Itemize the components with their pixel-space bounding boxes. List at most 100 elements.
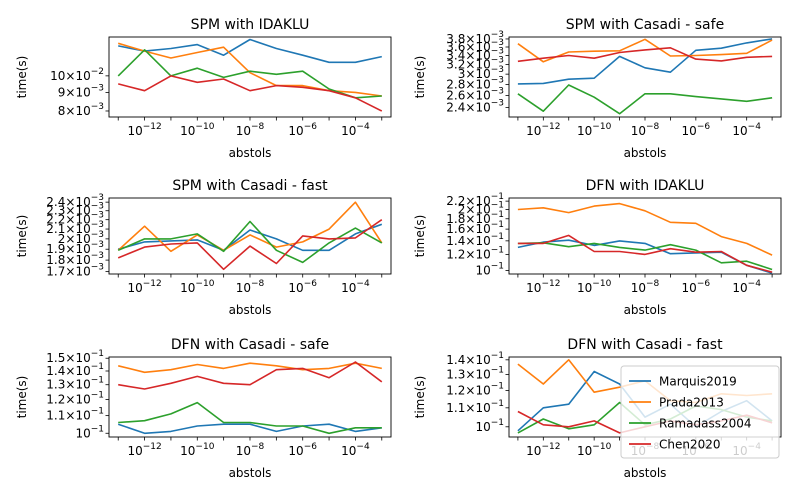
series-line-marquis2019 (117, 223, 383, 252)
x-tick-label: 10−10 (180, 442, 215, 458)
x-tick-label: 10−10 (577, 279, 612, 295)
series-line-marquis2019 (117, 423, 382, 435)
y-tick-label: 1.1×10−1 (446, 399, 504, 415)
series-line-chen2020 (118, 75, 383, 112)
legend-label: Marquis2019 (659, 375, 737, 389)
series-line-prada2013 (517, 202, 773, 256)
y-tick-label: 9×10−3 (58, 83, 104, 99)
y-tick-label: 1.2×10−1 (446, 245, 504, 261)
x-axis-label: abstols (229, 146, 272, 160)
x-tick-label: 10−6 (682, 122, 711, 138)
y-tick-label: 8×10−3 (58, 102, 104, 118)
y-tick-label: 1.8×10−1 (446, 210, 504, 226)
x-tick-label: 10−6 (288, 442, 317, 458)
y-tick-label: 1.9×10−3 (46, 240, 104, 256)
x-tick-label: 10−10 (577, 442, 612, 458)
y-tick-label: 2.4×10−3 (46, 193, 104, 209)
x-tick-label: 10−8 (631, 122, 660, 138)
y-tick-label: 1.8×10−3 (46, 251, 104, 267)
y-tick-label: 3.8×10−3 (446, 30, 504, 46)
y-tick-label: 2.6×10−3 (446, 86, 504, 102)
x-tick-label: 10−4 (341, 442, 370, 458)
y-axis-label: time(s) (15, 215, 29, 258)
y-tick-label: 10×10−2 (50, 67, 104, 83)
legend-box (620, 365, 780, 459)
legend-label: Prada2013 (659, 396, 724, 410)
series-line-chen2020 (117, 219, 383, 271)
chart-title: SPM with Casadi - fast (172, 178, 328, 194)
y-tick-label: 1.4×10−1 (446, 351, 504, 367)
y-axis-label: time(s) (15, 56, 29, 99)
series-line-ramadass2004 (118, 401, 382, 435)
x-axis-label: abstols (624, 303, 667, 317)
chart-panel-1: SPM with IDAKLU 10−12 10−10 10−8 10−6 10−4 abs… (15, 17, 392, 160)
y-tick-label: 10−1 (475, 418, 504, 434)
x-tick-label: 10−12 (127, 122, 161, 138)
x-tick-label: 10−4 (732, 122, 761, 138)
x-axis-label: abstols (229, 303, 272, 317)
chart-title: DFN with Casadi - safe (171, 337, 329, 353)
plot-frame (108, 36, 392, 118)
y-tick-label: 2.2×10−1 (446, 192, 504, 208)
legend-label: Chen2020 (659, 438, 721, 452)
series-line-marquis2019 (118, 38, 382, 64)
y-tick-label: 1.3×10−1 (46, 376, 104, 392)
series-line-prada2013 (117, 42, 382, 97)
y-tick-label: 2×10−1 (458, 201, 504, 217)
chart-title: DFN with Casadi - fast (567, 337, 723, 353)
y-tick-label: 2.4×10−3 (446, 98, 504, 114)
y-tick-label: 2×10−3 (58, 230, 104, 246)
chart-panel-2: SPM with Casadi - safe 10−12 10−10 10−8 10−6… (413, 17, 782, 160)
y-axis-label: time(s) (413, 215, 427, 258)
y-axis-label: time(s) (413, 376, 427, 419)
series-line-ramadass2004 (517, 84, 773, 115)
x-tick-label: 10−12 (526, 279, 560, 295)
y-tick-label: 1.4×10−1 (46, 362, 104, 378)
y-tick-label: 1.4×10−1 (446, 232, 504, 248)
y-tick-label: 1.2×10−1 (46, 391, 104, 407)
chart-title: SPM with Casadi - safe (566, 17, 724, 33)
chart-panel-3: SPM with Casadi - fast 10−12 10−10 10−8 10−6… (15, 178, 392, 317)
x-tick-label: 10−6 (682, 279, 711, 295)
y-tick-label: 2.8×10−3 (446, 75, 504, 91)
y-tick-label: 10−1 (75, 424, 104, 440)
y-tick-label: 1.3×10−1 (446, 366, 504, 382)
y-tick-label: 1.2×10−1 (446, 382, 504, 398)
y-tick-label: 2.1×10−3 (46, 220, 104, 236)
series-line-chen2020 (118, 361, 383, 390)
x-tick-label: 10−8 (236, 442, 265, 458)
y-tick-label: 1.7×10−3 (46, 263, 104, 279)
x-tick-label: 10−6 (288, 122, 317, 138)
y-tick-label: 10−1 (475, 261, 504, 277)
y-axis-label: time(s) (413, 56, 427, 99)
y-axis-label: time(s) (15, 376, 29, 419)
y-tick-label: 3.2×10−3 (446, 56, 504, 72)
x-tick-label: 10−4 (341, 122, 370, 138)
x-tick-label: 10−8 (236, 279, 265, 295)
series-line-ramadass2004 (117, 48, 382, 99)
x-tick-label: 10−4 (341, 279, 370, 295)
y-tick-label: 1.5×10−1 (46, 349, 104, 365)
series-line-prada2013 (517, 38, 773, 63)
y-tick-label: 2.3×10−3 (46, 202, 104, 218)
y-tick-label: 3×10−3 (458, 65, 504, 81)
x-tick-label: 10−12 (127, 279, 161, 295)
legend: Marquis2019 Prada2013 Ramadass2004 Chen2020 (620, 365, 780, 459)
chart-panel-4: DFN with IDAKLU 10−12 10−10 10−8 10−6 10−4 abs… (413, 178, 782, 317)
series-line-ramadass2004 (517, 242, 773, 271)
x-tick-label: 10−6 (288, 279, 317, 295)
x-tick-label: 10−12 (127, 442, 161, 458)
x-tick-label: 10−12 (526, 442, 560, 458)
x-axis-label: abstols (229, 466, 272, 480)
series-line-prada2013 (117, 201, 383, 253)
x-axis-label: abstols (624, 466, 667, 480)
x-tick-label: 10−10 (180, 279, 215, 295)
chart-title: SPM with IDAKLU (191, 17, 310, 33)
series-line-marquis2019 (517, 38, 773, 85)
x-tick-label: 10−8 (236, 122, 265, 138)
y-tick-label: 2.2×10−3 (46, 211, 104, 227)
x-tick-label: 10−10 (577, 122, 612, 138)
y-tick-label: 1.6×10−1 (446, 220, 504, 236)
y-tick-label: 1.1×10−1 (46, 407, 104, 423)
